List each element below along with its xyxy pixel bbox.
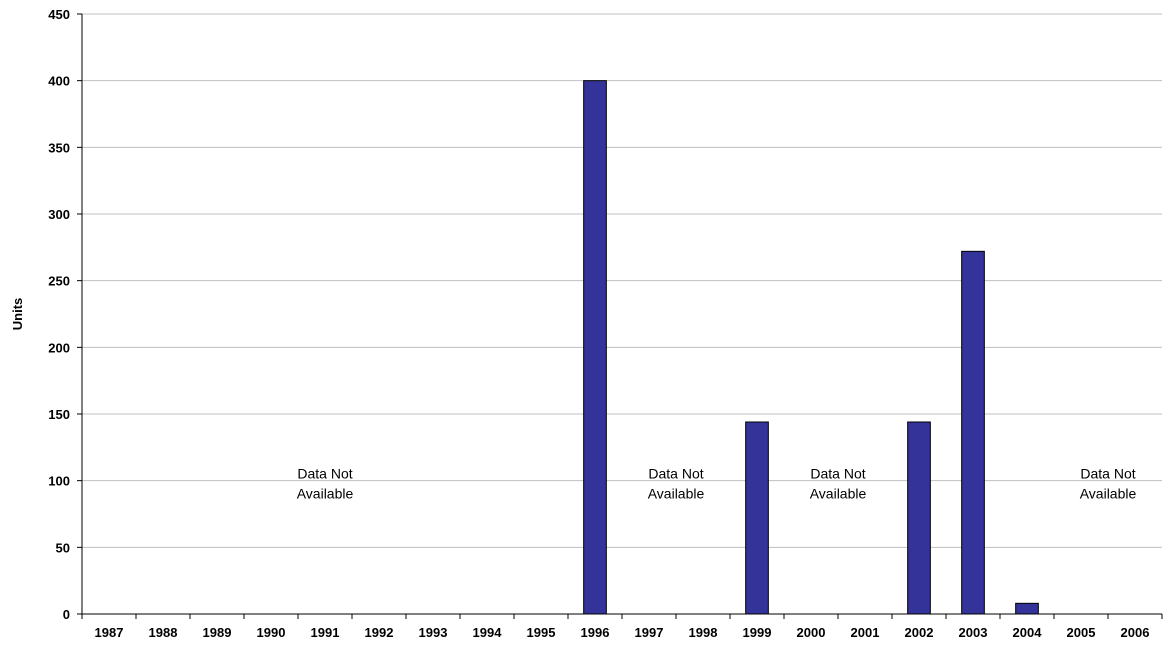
bars xyxy=(583,80,1039,615)
y-tick-label: 200 xyxy=(48,340,70,355)
x-tick-label: 1990 xyxy=(257,625,286,640)
x-tick-label: 1996 xyxy=(581,625,610,640)
bar-2002 xyxy=(907,421,931,615)
x-tick-label: 2006 xyxy=(1121,625,1150,640)
bar-1999 xyxy=(745,421,769,615)
y-tick-label: 250 xyxy=(48,274,70,289)
y-tick-label: 300 xyxy=(48,207,70,222)
x-tick-label: 1995 xyxy=(527,625,556,640)
y-tick-label: 450 xyxy=(48,7,70,22)
y-tick-labels: 0 50 100 150 200 250 300 350 400 450 xyxy=(48,7,70,622)
y-tick-label: 400 xyxy=(48,74,70,89)
x-tick-label: 2001 xyxy=(851,625,880,640)
x-tick-label: 2005 xyxy=(1067,625,1096,640)
x-tick-label: 1987 xyxy=(95,625,124,640)
x-tick-label: 2000 xyxy=(797,625,826,640)
y-axis-title: Units xyxy=(10,298,25,331)
x-tick-label: 1993 xyxy=(419,625,448,640)
x-tick-label: 1994 xyxy=(473,625,503,640)
x-tick-label: 1997 xyxy=(635,625,664,640)
annotations: Data Not Available Data Not Available Data N… xyxy=(297,466,1137,502)
x-tick-label: 2002 xyxy=(905,625,934,640)
y-tick-label: 350 xyxy=(48,140,70,155)
gridlines xyxy=(82,13,1162,548)
bar-2003 xyxy=(961,250,985,615)
y-tick-label: 0 xyxy=(63,607,70,622)
x-tick-label: 1992 xyxy=(365,625,394,640)
x-tick-label: 1998 xyxy=(689,625,718,640)
x-tick-label: 2004 xyxy=(1013,625,1043,640)
annotation-data-not-available: Data Not Available xyxy=(810,466,867,502)
bar-2004 xyxy=(1015,602,1039,615)
axes xyxy=(77,13,1163,619)
annotation-data-not-available: Data Not Available xyxy=(648,466,705,502)
x-tick-label: 1989 xyxy=(203,625,232,640)
annotation-data-not-available: Data Not Available xyxy=(297,466,354,502)
y-tick-label: 100 xyxy=(48,474,70,489)
y-tick-label: 50 xyxy=(56,540,70,555)
annotation-data-not-available: Data Not Available xyxy=(1080,466,1137,502)
x-tick-label: 1999 xyxy=(743,625,772,640)
x-tick-label: 1988 xyxy=(149,625,178,640)
x-tick-label: 2003 xyxy=(959,625,988,640)
y-tick-label: 150 xyxy=(48,407,70,422)
x-tick-label: 1991 xyxy=(311,625,340,640)
x-tick-labels: 1987 1988 1989 1990 1991 1992 1993 1994 1995 1996… xyxy=(95,625,1150,640)
bar-1996 xyxy=(583,80,607,615)
